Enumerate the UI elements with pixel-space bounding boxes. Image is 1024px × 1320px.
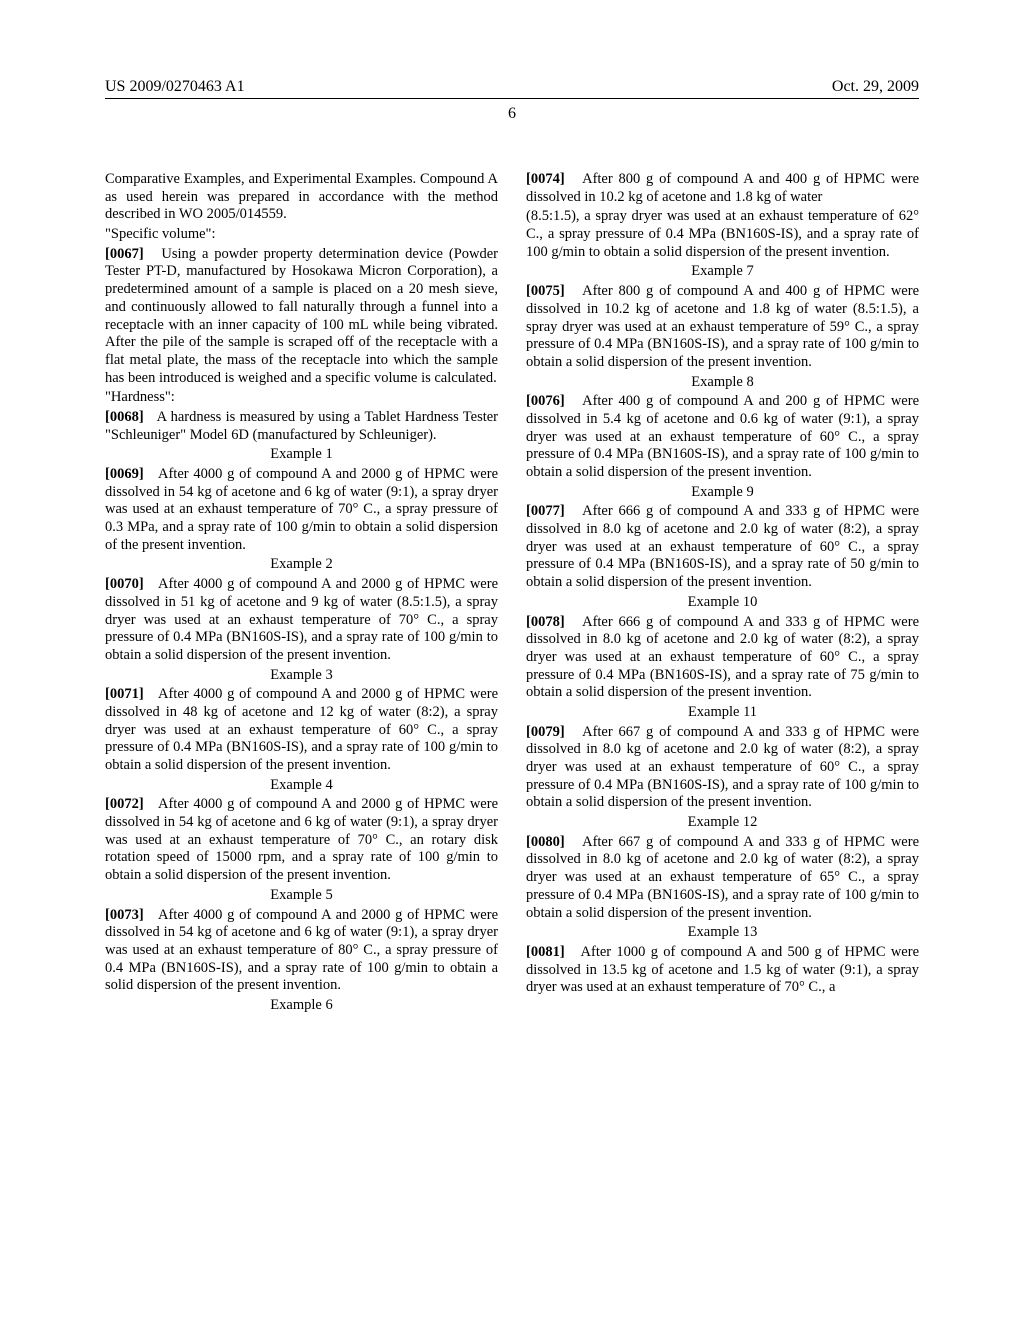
specific-volume-label: "Specific volume":: [105, 226, 498, 244]
example-7-heading: Example 7: [526, 263, 919, 281]
example-1-heading: Example 1: [105, 446, 498, 464]
para-text-0079: After 667 g of compound A and 333 g of H…: [526, 724, 919, 811]
example-13-heading: Example 13: [526, 924, 919, 942]
paragraph-0077: [0077] After 666 g of compound A and 333…: [526, 503, 919, 591]
para-text-0073: After 4000 g of compound A and 2000 g of…: [105, 907, 498, 994]
paragraph-0074: [0074] After 800 g of compound A and 400…: [526, 171, 919, 206]
page-number: 6: [105, 105, 919, 123]
para-num-0072: [0072]: [105, 796, 144, 812]
hardness-label: "Hardness":: [105, 389, 498, 407]
paragraph-0069: [0069] After 4000 g of compound A and 20…: [105, 466, 498, 554]
paragraph-0081: [0081] After 1000 g of compound A and 50…: [526, 944, 919, 997]
para-text-0068: A hardness is measured by using a Tablet…: [105, 409, 498, 443]
para-text-0077: After 666 g of compound A and 333 g of H…: [526, 503, 919, 590]
paragraph-0070: [0070] After 4000 g of compound A and 20…: [105, 576, 498, 664]
body-columns: Comparative Examples, and Experimental E…: [105, 171, 919, 1015]
para-text-0072: After 4000 g of compound A and 2000 g of…: [105, 796, 498, 883]
example-4-heading: Example 4: [105, 777, 498, 795]
paragraph-0078: [0078] After 666 g of compound A and 333…: [526, 614, 919, 702]
para-text-0075: After 800 g of compound A and 400 g of H…: [526, 283, 919, 370]
para-text-0067: Using a powder property determination de…: [105, 246, 498, 386]
page-header: US 2009/0270463 A1 Oct. 29, 2009: [105, 78, 919, 96]
publication-number: US 2009/0270463 A1: [105, 78, 245, 96]
example-8-heading: Example 8: [526, 374, 919, 392]
patent-page: US 2009/0270463 A1 Oct. 29, 2009 6 Compa…: [0, 0, 1024, 1065]
para-num-0081: [0081]: [526, 944, 565, 960]
example-5-heading: Example 5: [105, 887, 498, 905]
para-num-0075: [0075]: [526, 283, 565, 299]
example-9-heading: Example 9: [526, 484, 919, 502]
intro-continuation: Comparative Examples, and Experimental E…: [105, 171, 498, 224]
para-num-0076: [0076]: [526, 393, 565, 409]
para-text-0071: After 4000 g of compound A and 2000 g of…: [105, 686, 498, 773]
example-3-heading: Example 3: [105, 667, 498, 685]
paragraph-0072: [0072] After 4000 g of compound A and 20…: [105, 796, 498, 884]
publication-date: Oct. 29, 2009: [832, 78, 919, 96]
para-text-0074: After 800 g of compound A and 400 g of H…: [526, 171, 919, 205]
paragraph-0068: [0068] A hardness is measured by using a…: [105, 409, 498, 444]
paragraph-0073: [0073] After 4000 g of compound A and 20…: [105, 907, 498, 995]
para-num-0079: [0079]: [526, 724, 565, 740]
header-rule: [105, 98, 919, 99]
para-num-0071: [0071]: [105, 686, 144, 702]
para-num-0067: [0067]: [105, 246, 144, 262]
paragraph-0080: [0080] After 667 g of compound A and 333…: [526, 834, 919, 922]
para-text-0078: After 666 g of compound A and 333 g of H…: [526, 614, 919, 701]
example-6-continuation: (8.5:1.5), a spray dryer was used at an …: [526, 208, 919, 261]
example-11-heading: Example 11: [526, 704, 919, 722]
para-num-0069: [0069]: [105, 466, 144, 482]
para-num-0078: [0078]: [526, 614, 565, 630]
example-2-heading: Example 2: [105, 556, 498, 574]
para-text-0069: After 4000 g of compound A and 2000 g of…: [105, 466, 498, 553]
example-10-heading: Example 10: [526, 594, 919, 612]
para-text-0081: After 1000 g of compound A and 500 g of …: [526, 944, 919, 995]
para-num-0068: [0068]: [105, 409, 144, 425]
example-6-heading: Example 6: [105, 997, 498, 1015]
para-num-0080: [0080]: [526, 834, 565, 850]
para-num-0074: [0074]: [526, 171, 565, 187]
para-num-0070: [0070]: [105, 576, 144, 592]
para-num-0077: [0077]: [526, 503, 565, 519]
para-text-0076: After 400 g of compound A and 200 g of H…: [526, 393, 919, 480]
paragraph-0076: [0076] After 400 g of compound A and 200…: [526, 393, 919, 481]
para-text-0070: After 4000 g of compound A and 2000 g of…: [105, 576, 498, 663]
paragraph-0079: [0079] After 667 g of compound A and 333…: [526, 724, 919, 812]
paragraph-0071: [0071] After 4000 g of compound A and 20…: [105, 686, 498, 774]
paragraph-0075: [0075] After 800 g of compound A and 400…: [526, 283, 919, 371]
paragraph-0067: [0067] Using a powder property determina…: [105, 246, 498, 388]
example-12-heading: Example 12: [526, 814, 919, 832]
para-text-0080: After 667 g of compound A and 333 g of H…: [526, 834, 919, 921]
para-num-0073: [0073]: [105, 907, 144, 923]
